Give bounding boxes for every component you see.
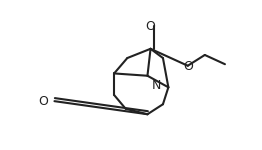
Text: O: O [146, 20, 155, 33]
Text: O: O [183, 60, 193, 73]
Text: O: O [38, 95, 48, 108]
Text: N: N [152, 79, 161, 92]
